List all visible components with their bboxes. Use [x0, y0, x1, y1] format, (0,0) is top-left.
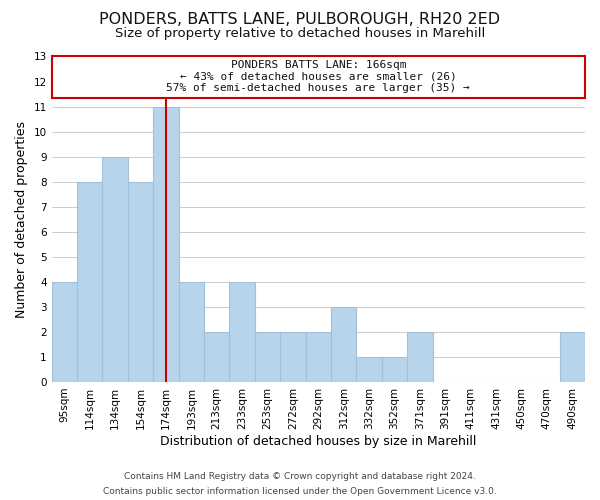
- Text: Contains HM Land Registry data © Crown copyright and database right 2024.: Contains HM Land Registry data © Crown c…: [124, 472, 476, 481]
- Bar: [229, 282, 255, 382]
- Y-axis label: Number of detached properties: Number of detached properties: [15, 120, 28, 318]
- Bar: [560, 332, 585, 382]
- Bar: [356, 357, 382, 382]
- Bar: [77, 182, 103, 382]
- Bar: [128, 182, 153, 382]
- Bar: [280, 332, 305, 382]
- Text: Size of property relative to detached houses in Marehill: Size of property relative to detached ho…: [115, 28, 485, 40]
- FancyBboxPatch shape: [52, 56, 585, 98]
- Bar: [305, 332, 331, 382]
- Bar: [52, 282, 77, 382]
- Text: Contains public sector information licensed under the Open Government Licence v3: Contains public sector information licen…: [103, 487, 497, 496]
- Bar: [103, 156, 128, 382]
- Text: PONDERS BATTS LANE: 166sqm: PONDERS BATTS LANE: 166sqm: [230, 60, 406, 70]
- Text: 57% of semi-detached houses are larger (35) →: 57% of semi-detached houses are larger (…: [166, 82, 470, 92]
- Bar: [382, 357, 407, 382]
- Bar: [204, 332, 229, 382]
- Text: ← 43% of detached houses are smaller (26): ← 43% of detached houses are smaller (26…: [180, 71, 457, 81]
- Text: PONDERS, BATTS LANE, PULBOROUGH, RH20 2ED: PONDERS, BATTS LANE, PULBOROUGH, RH20 2E…: [100, 12, 500, 28]
- Bar: [179, 282, 204, 382]
- Bar: [407, 332, 433, 382]
- X-axis label: Distribution of detached houses by size in Marehill: Distribution of detached houses by size …: [160, 434, 476, 448]
- Bar: [255, 332, 280, 382]
- Bar: [331, 307, 356, 382]
- Bar: [153, 106, 179, 382]
